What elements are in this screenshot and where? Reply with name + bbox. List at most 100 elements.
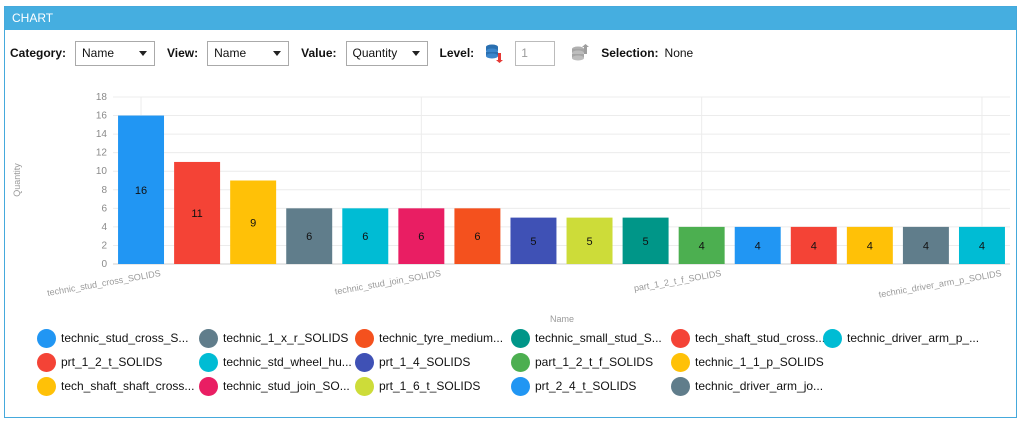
legend-item[interactable]: technic_1_1_p_SOLIDS — [671, 352, 824, 372]
bar — [902, 226, 949, 264]
legend-swatch — [355, 328, 374, 348]
y-tick-label: 12 — [96, 148, 108, 159]
bar — [454, 208, 501, 264]
selection-label: Selection: — [601, 46, 659, 60]
bar-value-label: 6 — [362, 231, 368, 243]
bar-value-label: 16 — [135, 185, 147, 197]
y-tick-label: 0 — [101, 259, 107, 270]
y-axis-title: Quantity — [12, 163, 22, 197]
legend-label: prt_1_4_SOLIDS — [379, 355, 471, 369]
legend-item[interactable]: technic_1_x_r_SOLIDS — [199, 328, 348, 348]
y-tick-label: 6 — [101, 203, 107, 214]
level-up-icon[interactable] — [569, 42, 591, 64]
bar — [566, 217, 613, 264]
legend-swatch — [37, 376, 56, 396]
legend-label: technic_stud_cross_S... — [61, 331, 189, 345]
legend-label: technic_small_stud_S... — [535, 331, 662, 345]
bar-value-label: 5 — [530, 236, 536, 248]
bar — [230, 180, 277, 264]
legend-label: prt_1_2_t_SOLIDS — [61, 355, 163, 369]
legend-item[interactable]: technic_tyre_medium... — [355, 328, 503, 348]
legend-item[interactable]: prt_1_6_t_SOLIDS — [355, 376, 480, 396]
legend-item[interactable]: prt_1_4_SOLIDS — [355, 352, 470, 372]
legend-item[interactable]: tech_shaft_shaft_cross... — [37, 376, 194, 396]
legend-label: tech_shaft_shaft_cross... — [61, 379, 195, 393]
bar — [790, 226, 837, 264]
legend-label: technic_stud_join_SO... — [223, 379, 350, 393]
legend-label: technic_driver_arm_jo... — [695, 379, 824, 393]
bar — [958, 226, 1005, 264]
legend-swatch — [199, 352, 218, 372]
legend-label: part_1_2_t_f_SOLIDS — [535, 355, 654, 369]
legend-swatch — [199, 376, 218, 396]
legend-swatch — [823, 328, 842, 348]
legend-swatch — [199, 328, 218, 348]
view-select-value: Name — [214, 45, 247, 60]
legend-swatch — [37, 328, 56, 348]
legend-item[interactable]: tech_shaft_stud_cross... — [671, 328, 825, 348]
legend-swatch — [671, 328, 690, 348]
y-tick-label: 4 — [101, 222, 107, 233]
value-select[interactable]: Quantity — [345, 40, 428, 66]
legend-item[interactable]: technic_driver_arm_p_... — [823, 328, 979, 348]
legend-item[interactable]: prt_2_4_t_SOLIDS — [511, 376, 636, 396]
chevron-down-icon — [411, 50, 420, 56]
bar-value-label: 4 — [923, 240, 929, 252]
legend-swatch — [671, 352, 690, 372]
legend-swatch — [511, 328, 530, 348]
legend-label: technic_driver_arm_p_... — [847, 331, 980, 345]
bar-value-label: 9 — [250, 217, 256, 229]
value-label: Value: — [301, 46, 337, 60]
legend-item[interactable]: prt_1_2_t_SOLIDS — [37, 352, 162, 372]
category-label: Category: — [10, 46, 67, 60]
bar-value-label: 6 — [474, 231, 480, 243]
legend-item[interactable]: technic_std_wheel_hu... — [199, 352, 352, 372]
level-label: Level: — [439, 46, 475, 60]
bar-value-label: 4 — [979, 240, 985, 252]
y-tick-label: 8 — [101, 185, 107, 196]
x-axis-title: Name — [550, 314, 574, 324]
legend-item[interactable]: technic_driver_arm_jo... — [671, 376, 823, 396]
bar-value-label: 5 — [643, 236, 649, 248]
category-select[interactable]: Name — [75, 40, 156, 66]
legend-label: technic_1_1_p_SOLIDS — [695, 355, 824, 369]
x-tick-label: technic_stud_join_SOLIDS — [334, 268, 442, 297]
bar — [174, 161, 221, 264]
y-tick-label: 10 — [96, 166, 108, 177]
x-tick-label: technic_stud_cross_SOLIDS — [46, 268, 161, 298]
bar — [734, 226, 781, 264]
bar-value-label: 4 — [755, 240, 761, 252]
legend-item[interactable]: technic_small_stud_S... — [511, 328, 662, 348]
legend-label: technic_1_x_r_SOLIDS — [223, 331, 349, 345]
bar-value-label: 4 — [699, 240, 705, 252]
bar-value-label: 4 — [811, 240, 817, 252]
bar — [622, 217, 669, 264]
x-tick-label: part_1_2_t_f_SOLIDS — [633, 268, 722, 293]
view-label: View: — [167, 46, 199, 60]
view-select[interactable]: Name — [207, 40, 290, 66]
legend-item[interactable]: technic_stud_cross_S... — [37, 328, 188, 348]
value-select-value: Quantity — [352, 45, 398, 60]
legend-label: prt_1_6_t_SOLIDS — [379, 379, 481, 393]
bar-value-label: 4 — [867, 240, 873, 252]
legend-swatch — [511, 376, 530, 396]
legend-swatch — [355, 376, 374, 396]
bar — [398, 208, 445, 264]
chevron-down-icon — [273, 50, 282, 56]
level-down-icon[interactable] — [483, 42, 505, 64]
legend-swatch — [37, 352, 56, 372]
panel-title: CHART — [5, 7, 1016, 30]
bar-chart: 0 2 4 6 8 10 12 14 16 18 16 11 9 6 6 6 6 5 5 5 4 4 4 4 4 4 technic… — [12, 92, 1010, 324]
x-tick-label: technic_driver_arm_p_SOLIDS — [878, 268, 1002, 299]
chart-panel: CHART — [4, 6, 1017, 418]
y-tick-label: 14 — [96, 129, 108, 140]
legend-label: prt_2_4_t_SOLIDS — [535, 379, 637, 393]
chevron-down-icon — [139, 50, 148, 56]
legend-swatch — [511, 352, 530, 372]
y-tick-label: 16 — [96, 111, 108, 122]
bar — [118, 115, 165, 264]
legend-item[interactable]: technic_stud_join_SO... — [199, 376, 350, 396]
level-input[interactable]: 1 — [515, 40, 556, 66]
chart-toolbar: Category: Name View: Name Value: Quantit… — [10, 39, 693, 67]
legend-item[interactable]: part_1_2_t_f_SOLIDS — [511, 352, 653, 372]
